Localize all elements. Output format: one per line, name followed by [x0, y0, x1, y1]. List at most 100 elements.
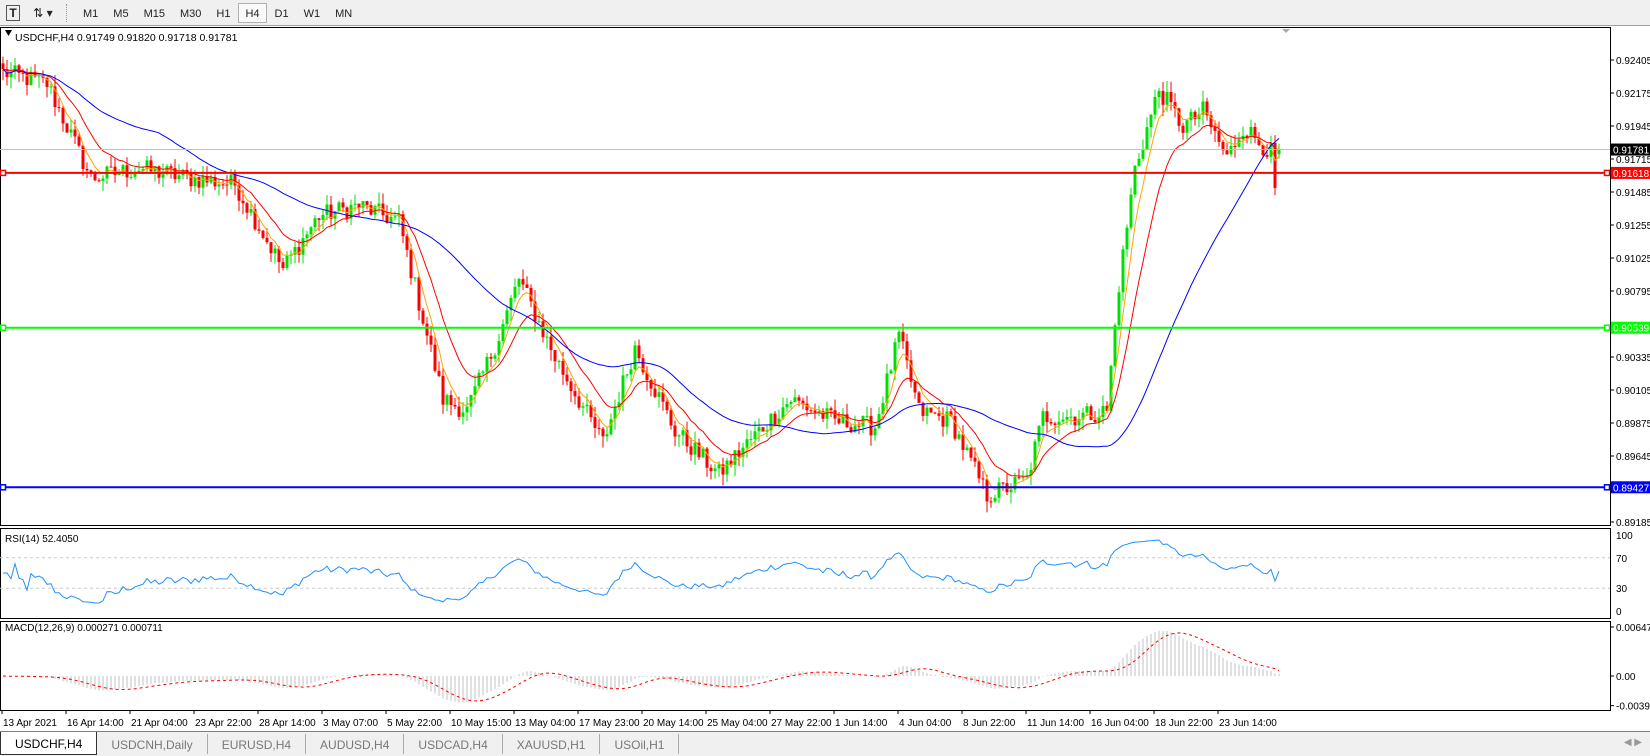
candle-body — [973, 457, 977, 462]
level-handle[interactable] — [1603, 169, 1611, 177]
price-tick-label: 0.91025 — [1616, 254, 1650, 265]
candle-body — [501, 324, 505, 342]
chart-tab[interactable]: USOil,H1 — [600, 734, 680, 754]
candle-body — [1101, 405, 1105, 418]
candle-body — [889, 370, 893, 374]
candle-body — [1177, 108, 1181, 126]
arrows-tool-button[interactable]: ⇅ ▾ — [26, 3, 60, 23]
candle-body — [1097, 417, 1101, 423]
candle-body — [909, 360, 913, 382]
price-tick-label: 0.90795 — [1616, 287, 1650, 298]
candle-body — [697, 442, 701, 458]
candle-body — [1073, 416, 1077, 426]
price-tick-label: 0.90105 — [1616, 386, 1650, 397]
timeframe-m1[interactable]: M1 — [83, 7, 99, 20]
candle-body — [753, 431, 757, 439]
candle-body — [141, 169, 145, 171]
candle-body — [621, 375, 625, 403]
candle-body — [801, 400, 805, 404]
chart-tab[interactable]: USDCAD,H4 — [404, 734, 503, 754]
candle-body — [1257, 137, 1261, 145]
candle-body — [449, 395, 453, 405]
candle-body — [797, 397, 801, 401]
candle-body — [1205, 101, 1209, 116]
candle-body — [509, 298, 513, 311]
timeframe-mn[interactable]: MN — [335, 7, 353, 20]
timeframe-m5[interactable]: M5 — [113, 7, 129, 20]
candle-body — [421, 310, 425, 324]
candle-body — [645, 372, 649, 381]
candle-body — [493, 355, 497, 359]
timeframe-m15[interactable]: M15 — [143, 7, 165, 20]
candle-body — [1221, 141, 1225, 151]
timeframe-h4[interactable]: H4 — [238, 2, 267, 23]
level-handle[interactable] — [1603, 484, 1611, 491]
candle-body — [977, 461, 981, 479]
collapse-triangle-icon — [5, 30, 12, 36]
candle-body — [585, 404, 589, 407]
candle-body — [485, 356, 489, 372]
candle-body — [353, 203, 357, 205]
candle-body — [601, 428, 605, 437]
time-tick-label: 25 May 04:00 — [707, 718, 768, 729]
candle-body — [953, 415, 957, 439]
tab-scroll-arrows[interactable]: ◀ ▶ — [1623, 737, 1642, 748]
time-tick-label: 27 May 22:00 — [771, 718, 832, 729]
candle-body — [749, 438, 753, 440]
chart-window[interactable]: 0.92405 0.92175 0.91945 0.91715 0.91485 0.912… — [0, 26, 1650, 731]
level-handle[interactable] — [0, 324, 7, 331]
candle-body — [793, 397, 797, 403]
candle-body — [277, 248, 281, 263]
timeframe-w1[interactable]: W1 — [303, 7, 321, 20]
ma-fast-line — [2, 68, 1280, 491]
level-handle[interactable] — [1603, 324, 1611, 331]
candle-body — [1, 63, 5, 70]
candle-body — [997, 482, 1001, 498]
text-tool-button[interactable]: T — [2, 3, 24, 23]
candle-body — [361, 201, 365, 208]
candle-body — [265, 237, 269, 243]
candle-body — [1189, 111, 1193, 121]
current-price-tag — [1611, 143, 1650, 156]
candle-body — [1029, 469, 1033, 476]
candle-body — [777, 418, 781, 425]
candle-body — [301, 238, 305, 255]
candle-body — [657, 392, 661, 397]
price-tick-label: 0.91255 — [1616, 221, 1650, 232]
current-price-label: 0.91781 — [1613, 146, 1650, 157]
level-handle[interactable] — [0, 169, 7, 177]
candle-body — [1273, 142, 1277, 189]
candle-body — [969, 447, 973, 458]
candle-body — [1061, 419, 1065, 422]
candle-body — [1249, 126, 1253, 138]
rsi-tick-label: 70 — [1616, 554, 1628, 565]
candle-body — [609, 419, 613, 435]
candle-body — [1121, 249, 1125, 293]
candle-body — [53, 86, 57, 108]
chart-tab[interactable]: USDCHF,H4 — [0, 732, 98, 755]
timeframe-d1[interactable]: D1 — [274, 7, 289, 20]
candle-body — [525, 284, 529, 288]
candle-body — [613, 407, 617, 420]
candle-body — [929, 407, 933, 413]
candle-body — [897, 331, 901, 343]
candle-body — [1009, 489, 1013, 493]
candle-body — [1041, 411, 1045, 426]
chart-tab[interactable]: USDCNH,Daily — [97, 734, 208, 754]
rsi-tick-label: 0 — [1616, 607, 1622, 618]
level-handle[interactable] — [0, 484, 7, 491]
candle-body — [565, 374, 569, 382]
chart-tab[interactable]: EURUSD,H4 — [208, 734, 307, 754]
candle-body — [357, 203, 361, 208]
candle-body — [481, 371, 485, 373]
chart-tab[interactable]: AUDUSD,H4 — [306, 734, 405, 754]
candle-body — [1181, 125, 1185, 133]
chart-tab[interactable]: XAUUSD,H1 — [503, 734, 601, 754]
candle-body — [149, 160, 153, 172]
candle-body — [49, 86, 53, 88]
timeframe-m30[interactable]: M30 — [179, 7, 202, 20]
timeframe-h1[interactable]: H1 — [216, 7, 231, 20]
candle-body — [965, 447, 969, 450]
candle-body — [1165, 91, 1169, 105]
candle-body — [505, 310, 509, 325]
